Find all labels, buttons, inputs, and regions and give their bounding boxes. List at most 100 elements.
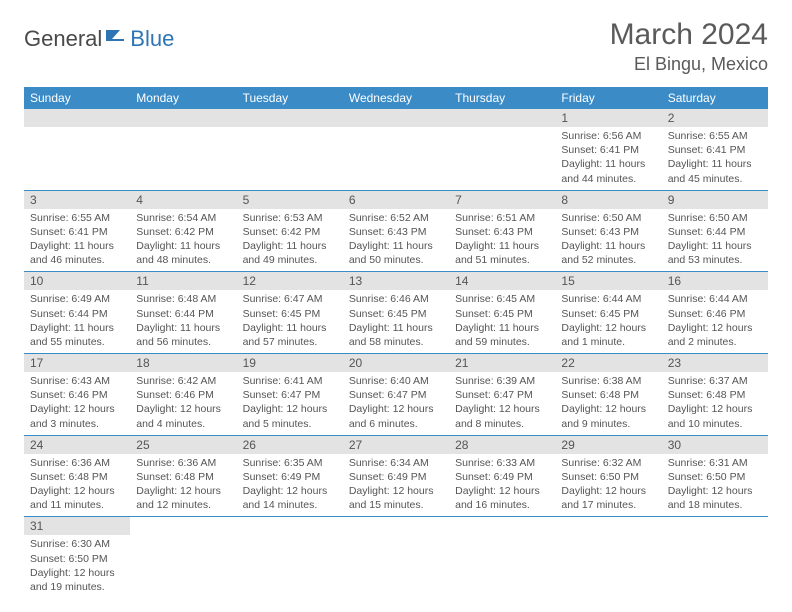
sunset-line: Sunset: 6:46 PM bbox=[136, 388, 230, 402]
day-content: Sunrise: 6:53 AMSunset: 6:42 PMDaylight:… bbox=[237, 209, 343, 272]
calendar-cell: 14Sunrise: 6:45 AMSunset: 6:45 PMDayligh… bbox=[449, 272, 555, 354]
sunrise-line: Sunrise: 6:35 AM bbox=[243, 456, 337, 470]
sunset-line: Sunset: 6:42 PM bbox=[136, 225, 230, 239]
sunrise-line: Sunrise: 6:49 AM bbox=[30, 292, 124, 306]
calendar-cell: 16Sunrise: 6:44 AMSunset: 6:46 PMDayligh… bbox=[662, 272, 768, 354]
day-header: Monday bbox=[130, 87, 236, 109]
calendar-cell: 12Sunrise: 6:47 AMSunset: 6:45 PMDayligh… bbox=[237, 272, 343, 354]
day-number: 27 bbox=[343, 436, 449, 454]
sunset-line: Sunset: 6:47 PM bbox=[349, 388, 443, 402]
day-number: 13 bbox=[343, 272, 449, 290]
calendar-cell bbox=[343, 109, 449, 190]
calendar-cell: 27Sunrise: 6:34 AMSunset: 6:49 PMDayligh… bbox=[343, 435, 449, 517]
calendar-cell: 25Sunrise: 6:36 AMSunset: 6:48 PMDayligh… bbox=[130, 435, 236, 517]
daylight-line: Daylight: 12 hours and 16 minutes. bbox=[455, 484, 549, 512]
day-content: Sunrise: 6:55 AMSunset: 6:41 PMDaylight:… bbox=[24, 209, 130, 272]
calendar-cell bbox=[449, 517, 555, 598]
sunset-line: Sunset: 6:50 PM bbox=[668, 470, 762, 484]
sunset-line: Sunset: 6:47 PM bbox=[243, 388, 337, 402]
day-number-empty bbox=[130, 109, 236, 127]
calendar-cell bbox=[130, 109, 236, 190]
sunset-line: Sunset: 6:43 PM bbox=[349, 225, 443, 239]
calendar-cell: 2Sunrise: 6:55 AMSunset: 6:41 PMDaylight… bbox=[662, 109, 768, 190]
daylight-line: Daylight: 12 hours and 15 minutes. bbox=[349, 484, 443, 512]
calendar-cell: 15Sunrise: 6:44 AMSunset: 6:45 PMDayligh… bbox=[555, 272, 661, 354]
sunset-line: Sunset: 6:46 PM bbox=[668, 307, 762, 321]
day-content: Sunrise: 6:32 AMSunset: 6:50 PMDaylight:… bbox=[555, 454, 661, 517]
day-number: 1 bbox=[555, 109, 661, 127]
day-number: 12 bbox=[237, 272, 343, 290]
calendar-cell bbox=[662, 517, 768, 598]
day-content: Sunrise: 6:43 AMSunset: 6:46 PMDaylight:… bbox=[24, 372, 130, 435]
calendar-cell: 1Sunrise: 6:56 AMSunset: 6:41 PMDaylight… bbox=[555, 109, 661, 190]
calendar-cell: 17Sunrise: 6:43 AMSunset: 6:46 PMDayligh… bbox=[24, 354, 130, 436]
sunset-line: Sunset: 6:44 PM bbox=[30, 307, 124, 321]
daylight-line: Daylight: 12 hours and 3 minutes. bbox=[30, 402, 124, 430]
daylight-line: Daylight: 11 hours and 59 minutes. bbox=[455, 321, 549, 349]
day-number: 3 bbox=[24, 191, 130, 209]
day-number: 5 bbox=[237, 191, 343, 209]
day-number: 28 bbox=[449, 436, 555, 454]
day-content: Sunrise: 6:36 AMSunset: 6:48 PMDaylight:… bbox=[130, 454, 236, 517]
calendar-row: 10Sunrise: 6:49 AMSunset: 6:44 PMDayligh… bbox=[24, 272, 768, 354]
day-number: 21 bbox=[449, 354, 555, 372]
calendar-cell: 24Sunrise: 6:36 AMSunset: 6:48 PMDayligh… bbox=[24, 435, 130, 517]
daylight-line: Daylight: 11 hours and 58 minutes. bbox=[349, 321, 443, 349]
day-content: Sunrise: 6:40 AMSunset: 6:47 PMDaylight:… bbox=[343, 372, 449, 435]
day-number: 8 bbox=[555, 191, 661, 209]
daylight-line: Daylight: 12 hours and 8 minutes. bbox=[455, 402, 549, 430]
day-content: Sunrise: 6:41 AMSunset: 6:47 PMDaylight:… bbox=[237, 372, 343, 435]
sunrise-line: Sunrise: 6:37 AM bbox=[668, 374, 762, 388]
sunset-line: Sunset: 6:50 PM bbox=[561, 470, 655, 484]
sunrise-line: Sunrise: 6:55 AM bbox=[30, 211, 124, 225]
calendar-cell bbox=[237, 517, 343, 598]
sunset-line: Sunset: 6:42 PM bbox=[243, 225, 337, 239]
day-number: 19 bbox=[237, 354, 343, 372]
logo-text-blue: Blue bbox=[130, 26, 174, 52]
sunrise-line: Sunrise: 6:41 AM bbox=[243, 374, 337, 388]
daylight-line: Daylight: 12 hours and 6 minutes. bbox=[349, 402, 443, 430]
day-number: 6 bbox=[343, 191, 449, 209]
calendar-cell: 6Sunrise: 6:52 AMSunset: 6:43 PMDaylight… bbox=[343, 190, 449, 272]
daylight-line: Daylight: 12 hours and 17 minutes. bbox=[561, 484, 655, 512]
day-number: 20 bbox=[343, 354, 449, 372]
sunset-line: Sunset: 6:45 PM bbox=[455, 307, 549, 321]
daylight-line: Daylight: 11 hours and 52 minutes. bbox=[561, 239, 655, 267]
day-content: Sunrise: 6:34 AMSunset: 6:49 PMDaylight:… bbox=[343, 454, 449, 517]
sunrise-line: Sunrise: 6:42 AM bbox=[136, 374, 230, 388]
day-content: Sunrise: 6:47 AMSunset: 6:45 PMDaylight:… bbox=[237, 290, 343, 353]
sunrise-line: Sunrise: 6:44 AM bbox=[561, 292, 655, 306]
day-number-empty bbox=[24, 109, 130, 127]
daylight-line: Daylight: 11 hours and 53 minutes. bbox=[668, 239, 762, 267]
calendar-cell: 31Sunrise: 6:30 AMSunset: 6:50 PMDayligh… bbox=[24, 517, 130, 598]
day-number: 7 bbox=[449, 191, 555, 209]
calendar-cell bbox=[449, 109, 555, 190]
day-number: 9 bbox=[662, 191, 768, 209]
calendar-cell: 19Sunrise: 6:41 AMSunset: 6:47 PMDayligh… bbox=[237, 354, 343, 436]
calendar-cell: 4Sunrise: 6:54 AMSunset: 6:42 PMDaylight… bbox=[130, 190, 236, 272]
sunrise-line: Sunrise: 6:48 AM bbox=[136, 292, 230, 306]
day-content: Sunrise: 6:56 AMSunset: 6:41 PMDaylight:… bbox=[555, 127, 661, 190]
day-number: 31 bbox=[24, 517, 130, 535]
daylight-line: Daylight: 12 hours and 14 minutes. bbox=[243, 484, 337, 512]
sunrise-line: Sunrise: 6:46 AM bbox=[349, 292, 443, 306]
day-content: Sunrise: 6:50 AMSunset: 6:43 PMDaylight:… bbox=[555, 209, 661, 272]
calendar-cell bbox=[343, 517, 449, 598]
day-header-row: Sunday Monday Tuesday Wednesday Thursday… bbox=[24, 87, 768, 109]
sunrise-line: Sunrise: 6:56 AM bbox=[561, 129, 655, 143]
sunrise-line: Sunrise: 6:33 AM bbox=[455, 456, 549, 470]
day-content: Sunrise: 6:33 AMSunset: 6:49 PMDaylight:… bbox=[449, 454, 555, 517]
calendar-cell bbox=[130, 517, 236, 598]
calendar-row: 17Sunrise: 6:43 AMSunset: 6:46 PMDayligh… bbox=[24, 354, 768, 436]
calendar-cell: 23Sunrise: 6:37 AMSunset: 6:48 PMDayligh… bbox=[662, 354, 768, 436]
day-header: Wednesday bbox=[343, 87, 449, 109]
sunset-line: Sunset: 6:41 PM bbox=[561, 143, 655, 157]
sunrise-line: Sunrise: 6:53 AM bbox=[243, 211, 337, 225]
sunrise-line: Sunrise: 6:51 AM bbox=[455, 211, 549, 225]
day-number: 24 bbox=[24, 436, 130, 454]
sunrise-line: Sunrise: 6:38 AM bbox=[561, 374, 655, 388]
day-number: 16 bbox=[662, 272, 768, 290]
sunset-line: Sunset: 6:45 PM bbox=[561, 307, 655, 321]
sunrise-line: Sunrise: 6:31 AM bbox=[668, 456, 762, 470]
day-content: Sunrise: 6:31 AMSunset: 6:50 PMDaylight:… bbox=[662, 454, 768, 517]
